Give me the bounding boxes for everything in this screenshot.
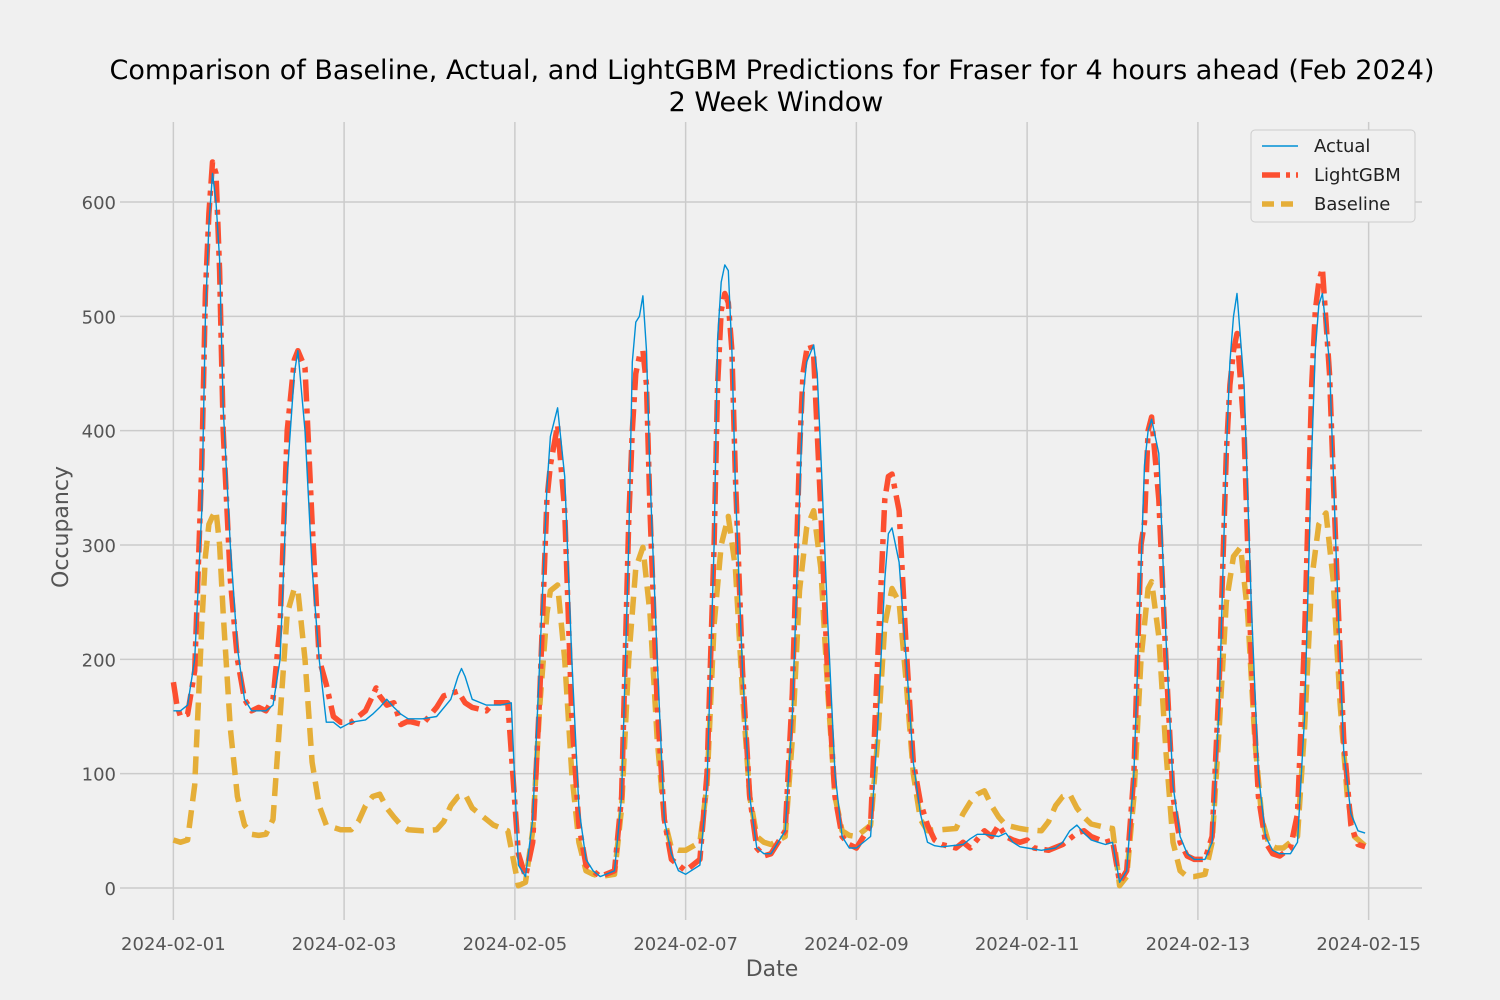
x-tick-label: 2024-02-11 — [975, 934, 1080, 955]
y-tick-label: 400 — [82, 422, 116, 443]
legend-label-actual: Actual — [1314, 136, 1370, 157]
x-tick-label: 2024-02-03 — [292, 934, 397, 955]
legend-box — [1250, 129, 1416, 223]
x-tick-label: 2024-02-09 — [804, 934, 909, 955]
x-tick-label: 2024-02-07 — [633, 934, 738, 955]
legend-label-lightgbm: LightGBM — [1314, 165, 1401, 186]
x-tick-label: 2024-02-01 — [121, 934, 226, 955]
y-tick-label: 0 — [105, 879, 116, 900]
chart-title: Comparison of Baseline, Actual, and Ligh… — [109, 55, 1434, 86]
x-axis-label: Date — [746, 957, 799, 982]
y-tick-label: 300 — [82, 536, 116, 557]
y-tick-label: 600 — [82, 193, 116, 214]
x-tick-label: 2024-02-15 — [1316, 934, 1421, 955]
grid — [120, 122, 1422, 920]
series-lines — [170, 159, 1367, 889]
x-tick-label: 2024-02-13 — [1146, 934, 1251, 955]
y-tick-label: 500 — [82, 307, 116, 328]
y-tick-label: 100 — [82, 765, 116, 786]
y-tick-label: 200 — [82, 650, 116, 671]
chart-subtitle: 2 Week Window — [669, 87, 884, 118]
legend: Actual LightGBM Baseline — [1250, 129, 1416, 223]
tick-labels: 2024-02-01 2024-02-03 2024-02-05 2024-02-07… — [82, 193, 1421, 955]
legend-label-baseline: Baseline — [1314, 194, 1390, 215]
x-tick-label: 2024-02-05 — [463, 934, 568, 955]
y-axis-label: Occupancy — [49, 466, 74, 588]
series-line-actual — [173, 172, 1366, 883]
